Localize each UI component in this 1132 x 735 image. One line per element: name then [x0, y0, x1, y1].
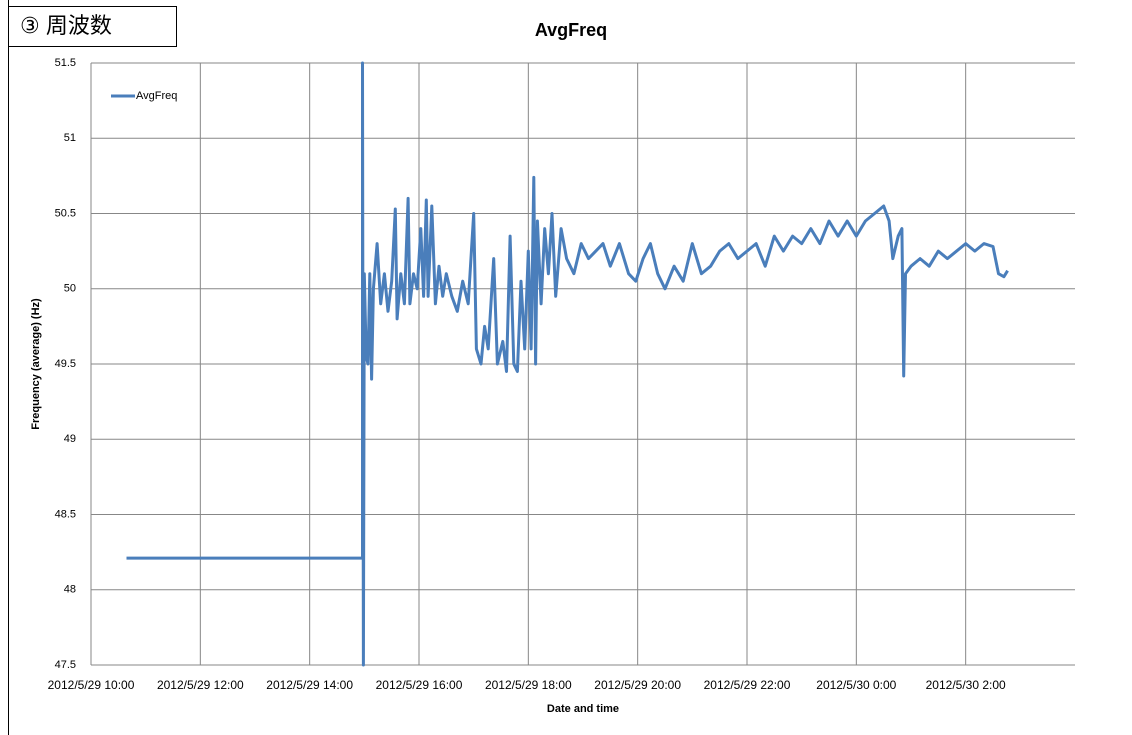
x-axis-label: Date and time	[547, 703, 619, 715]
y-tick-label: 50.5	[55, 207, 76, 219]
legend-label: AvgFreq	[136, 90, 177, 102]
x-tick-label: 2012/5/29 16:00	[376, 678, 463, 692]
data-line	[126, 61, 1009, 667]
x-tick-label: 2012/5/30 2:00	[926, 678, 1006, 692]
y-tick-label: 51.5	[55, 57, 76, 69]
y-axis-label: Frequency (average) (Hz)	[30, 298, 42, 430]
x-tick-label: 2012/5/29 10:00	[48, 678, 135, 692]
y-tick-label: 50	[64, 283, 76, 295]
section-box	[8, 6, 177, 47]
chart-title: AvgFreq	[535, 20, 607, 40]
y-tick-label: 49.5	[55, 358, 76, 370]
section-label: ③ 周波数	[20, 13, 112, 38]
x-tick-label: 2012/5/30 0:00	[816, 678, 896, 692]
y-tick-label: 48	[64, 584, 76, 596]
x-tick-label: 2012/5/29 12:00	[157, 678, 244, 692]
x-tick-label: 2012/5/29 22:00	[704, 678, 791, 692]
x-tick-label: 2012/5/29 20:00	[594, 678, 681, 692]
y-tick-label: 47.5	[55, 659, 76, 671]
y-tick-label: 51	[64, 132, 76, 144]
x-tick-label: 2012/5/29 14:00	[266, 678, 353, 692]
y-tick-label: 48.5	[55, 508, 76, 520]
y-tick-label: 49	[64, 433, 76, 445]
x-tick-label: 2012/5/29 18:00	[485, 678, 572, 692]
